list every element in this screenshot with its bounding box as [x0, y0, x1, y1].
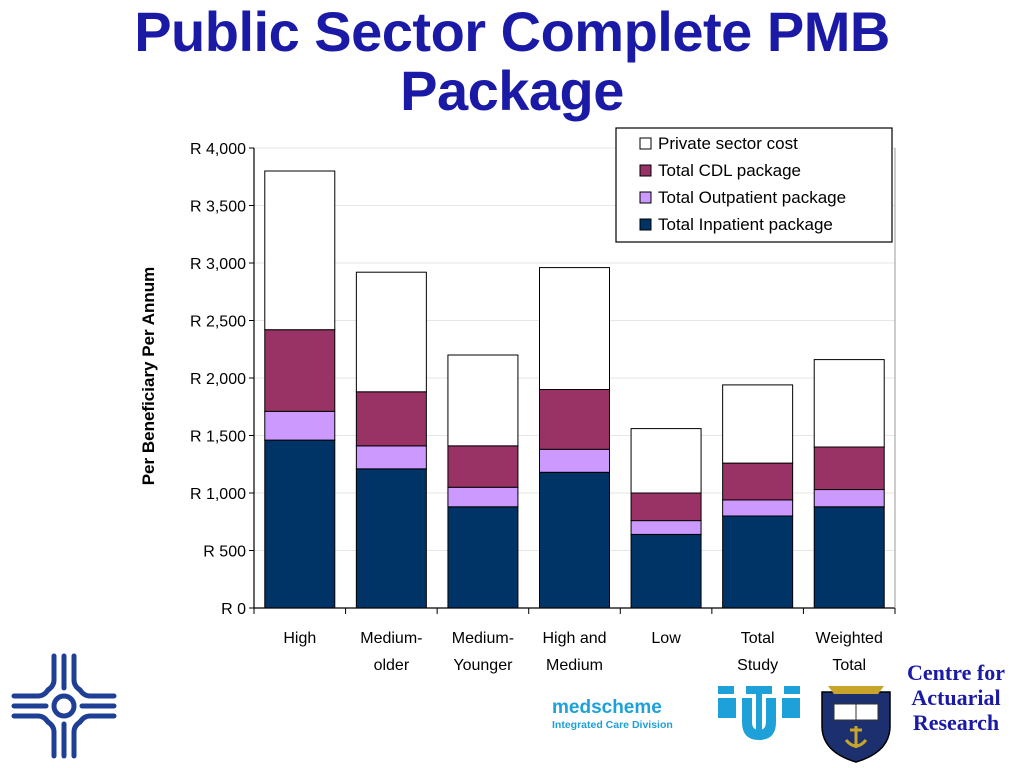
bar-segment — [447, 445, 519, 488]
bar-series — [264, 170, 885, 609]
medscheme-division: Integrated Care Division — [552, 719, 673, 731]
bar-segment — [539, 389, 610, 450]
bar-segment — [264, 329, 336, 412]
bar-segment — [722, 499, 794, 517]
bar-segment — [722, 462, 794, 501]
legend-label: Total CDL package — [658, 161, 801, 180]
x-tick-label: Study — [737, 657, 778, 674]
legend-label: Total Inpatient package — [658, 215, 833, 234]
bar-segment — [355, 391, 427, 447]
bar-segment — [264, 170, 336, 331]
cross-emblem-icon — [11, 653, 117, 759]
x-tick-label: Total — [832, 657, 866, 674]
x-tick-label: Younger — [453, 657, 513, 674]
bar-segment — [447, 354, 519, 447]
legend-label: Total Outpatient package — [658, 188, 846, 207]
bar-segment — [813, 359, 885, 448]
legend-swatch — [639, 164, 652, 177]
legend-label: Private sector cost — [658, 134, 798, 153]
bar-segment — [539, 267, 610, 391]
y-tick-label: R 3,500 — [190, 199, 246, 216]
y-tick-label: R 1,000 — [190, 486, 246, 503]
cfar-logo-text: Centre for Actuarial Research — [896, 660, 1016, 735]
bar-segment — [813, 446, 885, 491]
medscheme-logo: medscheme Integrated Care Division — [552, 698, 702, 732]
x-tick-label: older — [374, 657, 410, 674]
university-crest-icon — [821, 686, 891, 763]
x-tick-label: Low — [651, 630, 681, 647]
bar-segment — [630, 492, 702, 522]
bar-segment — [355, 445, 427, 470]
y-tick-label: R 1,500 — [190, 429, 246, 446]
x-tick-label: Medium — [546, 657, 603, 674]
cfar-line2: Actuarial — [911, 685, 1001, 710]
legend-swatch — [639, 218, 652, 231]
x-tick-label: Weighted — [816, 630, 883, 647]
bar-segment — [630, 533, 702, 609]
x-tick-label: High and — [542, 630, 606, 647]
y-axis-label: Per Beneficiary Per Annum — [139, 267, 158, 486]
axes: R 0 R 500 R 1,000 R 1,500 R 2,000 R 2,500 R 3,… — [190, 141, 896, 674]
cfar-line1: Centre for — [907, 660, 1005, 685]
x-tick-label: Medium- — [360, 630, 422, 647]
y-tick-label: R 500 — [203, 544, 246, 561]
bar-segment — [630, 428, 702, 494]
cfar-line3: Research — [912, 710, 1000, 735]
x-tick-label: Medium- — [452, 630, 514, 647]
slide-title-line2: Package — [400, 59, 624, 122]
slide-title-line1: Public Sector Complete PMB — [134, 0, 890, 63]
bar-segment — [722, 384, 794, 464]
bar-segment — [539, 448, 610, 473]
legend-box — [615, 127, 893, 243]
bar-segment — [264, 439, 336, 609]
bar-segment — [630, 520, 702, 535]
x-tick-label: Total — [741, 630, 775, 647]
bar-segment — [722, 515, 794, 609]
legend-swatch — [639, 137, 652, 150]
x-tick-label: High — [283, 630, 316, 647]
bar-segment — [539, 471, 610, 609]
bar-segment — [813, 489, 885, 508]
bar-segment — [447, 506, 519, 609]
y-tick-label: R 4,000 — [190, 141, 246, 158]
y-tick-label: R 2,500 — [190, 314, 246, 331]
legend: Private sector cost Total CDL package Tota… — [615, 127, 893, 243]
bar-segment — [355, 271, 427, 393]
bar-segment — [447, 486, 519, 508]
y-tick-label: R 0 — [221, 601, 246, 618]
ut-emblem-icon — [718, 686, 800, 740]
legend-swatch — [639, 191, 652, 204]
y-tick-label: R 2,000 — [190, 371, 246, 388]
y-tick-label: R 3,000 — [190, 256, 246, 273]
bar-segment — [355, 468, 427, 609]
slide-title: Public Sector Complete PMB Package — [0, 2, 1024, 120]
bar-segment — [264, 410, 336, 441]
medscheme-name: medscheme — [552, 697, 662, 718]
bar-segment — [813, 506, 885, 609]
